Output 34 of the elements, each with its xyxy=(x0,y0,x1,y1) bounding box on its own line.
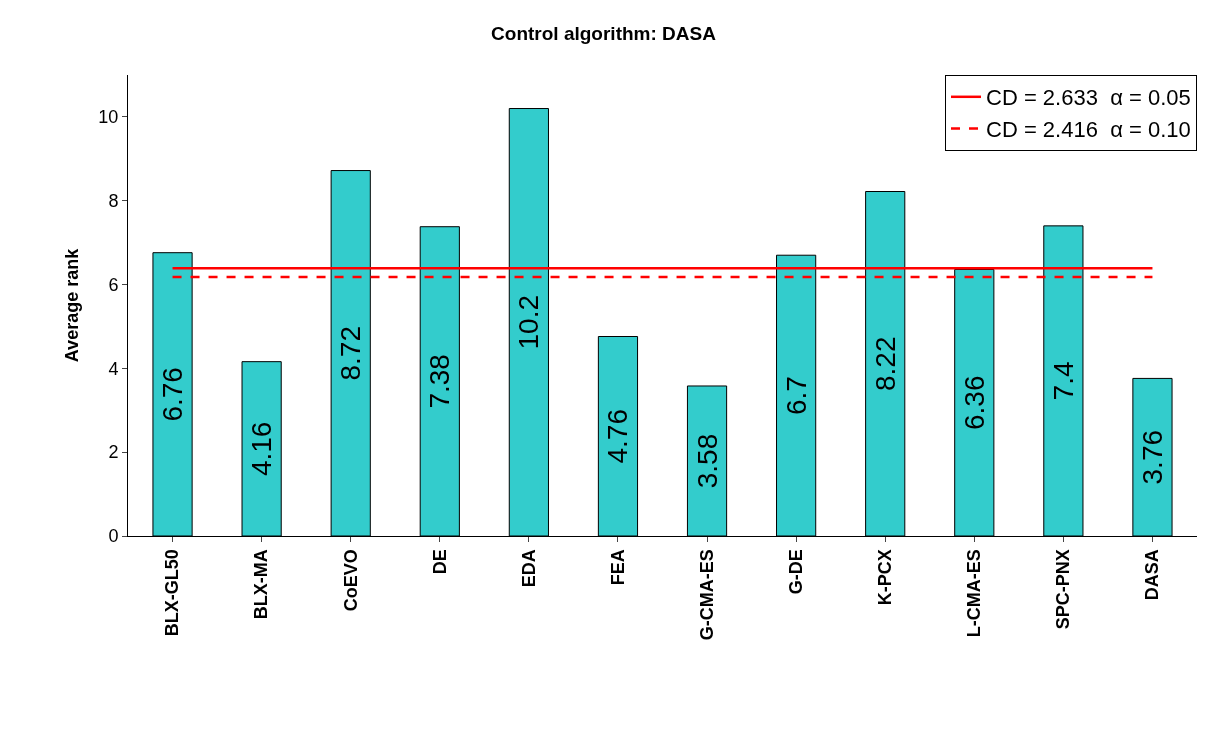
y-tick-label: 0 xyxy=(108,526,119,547)
y-tick-label: 2 xyxy=(108,442,119,463)
data-label: 7.4 xyxy=(1047,361,1079,401)
x-tick-label: G-CMA-ES xyxy=(696,549,717,641)
chart-title: Control algorithm: DASA xyxy=(491,22,717,44)
x-tick-label: CoEVO xyxy=(340,549,361,612)
legend-label: CD = 2.633 α = 0.05 xyxy=(986,85,1191,111)
y-tick-label: 10 xyxy=(98,107,119,128)
data-label: 4.16 xyxy=(246,421,278,477)
x-tick-label: FEA xyxy=(607,549,628,586)
x-tick-label: K-PCX xyxy=(875,549,896,606)
data-label: 4.76 xyxy=(602,409,634,464)
data-label: 6.76 xyxy=(157,367,189,422)
x-tick-label: EDA xyxy=(518,549,539,588)
x-tick-label: DE xyxy=(429,549,450,575)
x-tick-label: DASA xyxy=(1142,549,1163,601)
x-tick-label: BLX-MA xyxy=(251,549,272,620)
y-tick-label: 6 xyxy=(108,274,119,295)
data-label: 3.76 xyxy=(1136,429,1168,485)
x-tick-label: L-CMA-ES xyxy=(964,549,985,638)
y-axis-title: Average rank xyxy=(61,247,82,363)
data-label: 8.22 xyxy=(869,336,901,392)
legend-label: CD = 2.416 α = 0.10 xyxy=(986,116,1191,142)
y-tick-label: 4 xyxy=(108,358,119,379)
data-label: 8.72 xyxy=(335,326,367,381)
data-label: 6.7 xyxy=(780,376,812,416)
data-label: 10.2 xyxy=(513,295,545,350)
data-label: 7.38 xyxy=(424,354,456,409)
x-tick-label: BLX-GL50 xyxy=(162,549,183,637)
data-label: 3.58 xyxy=(691,433,723,489)
x-tick-label: SPC-PNX xyxy=(1053,549,1074,630)
data-label: 6.36 xyxy=(958,375,990,430)
x-tick-label: G-DE xyxy=(785,549,806,595)
y-tick-label: 8 xyxy=(108,191,119,212)
